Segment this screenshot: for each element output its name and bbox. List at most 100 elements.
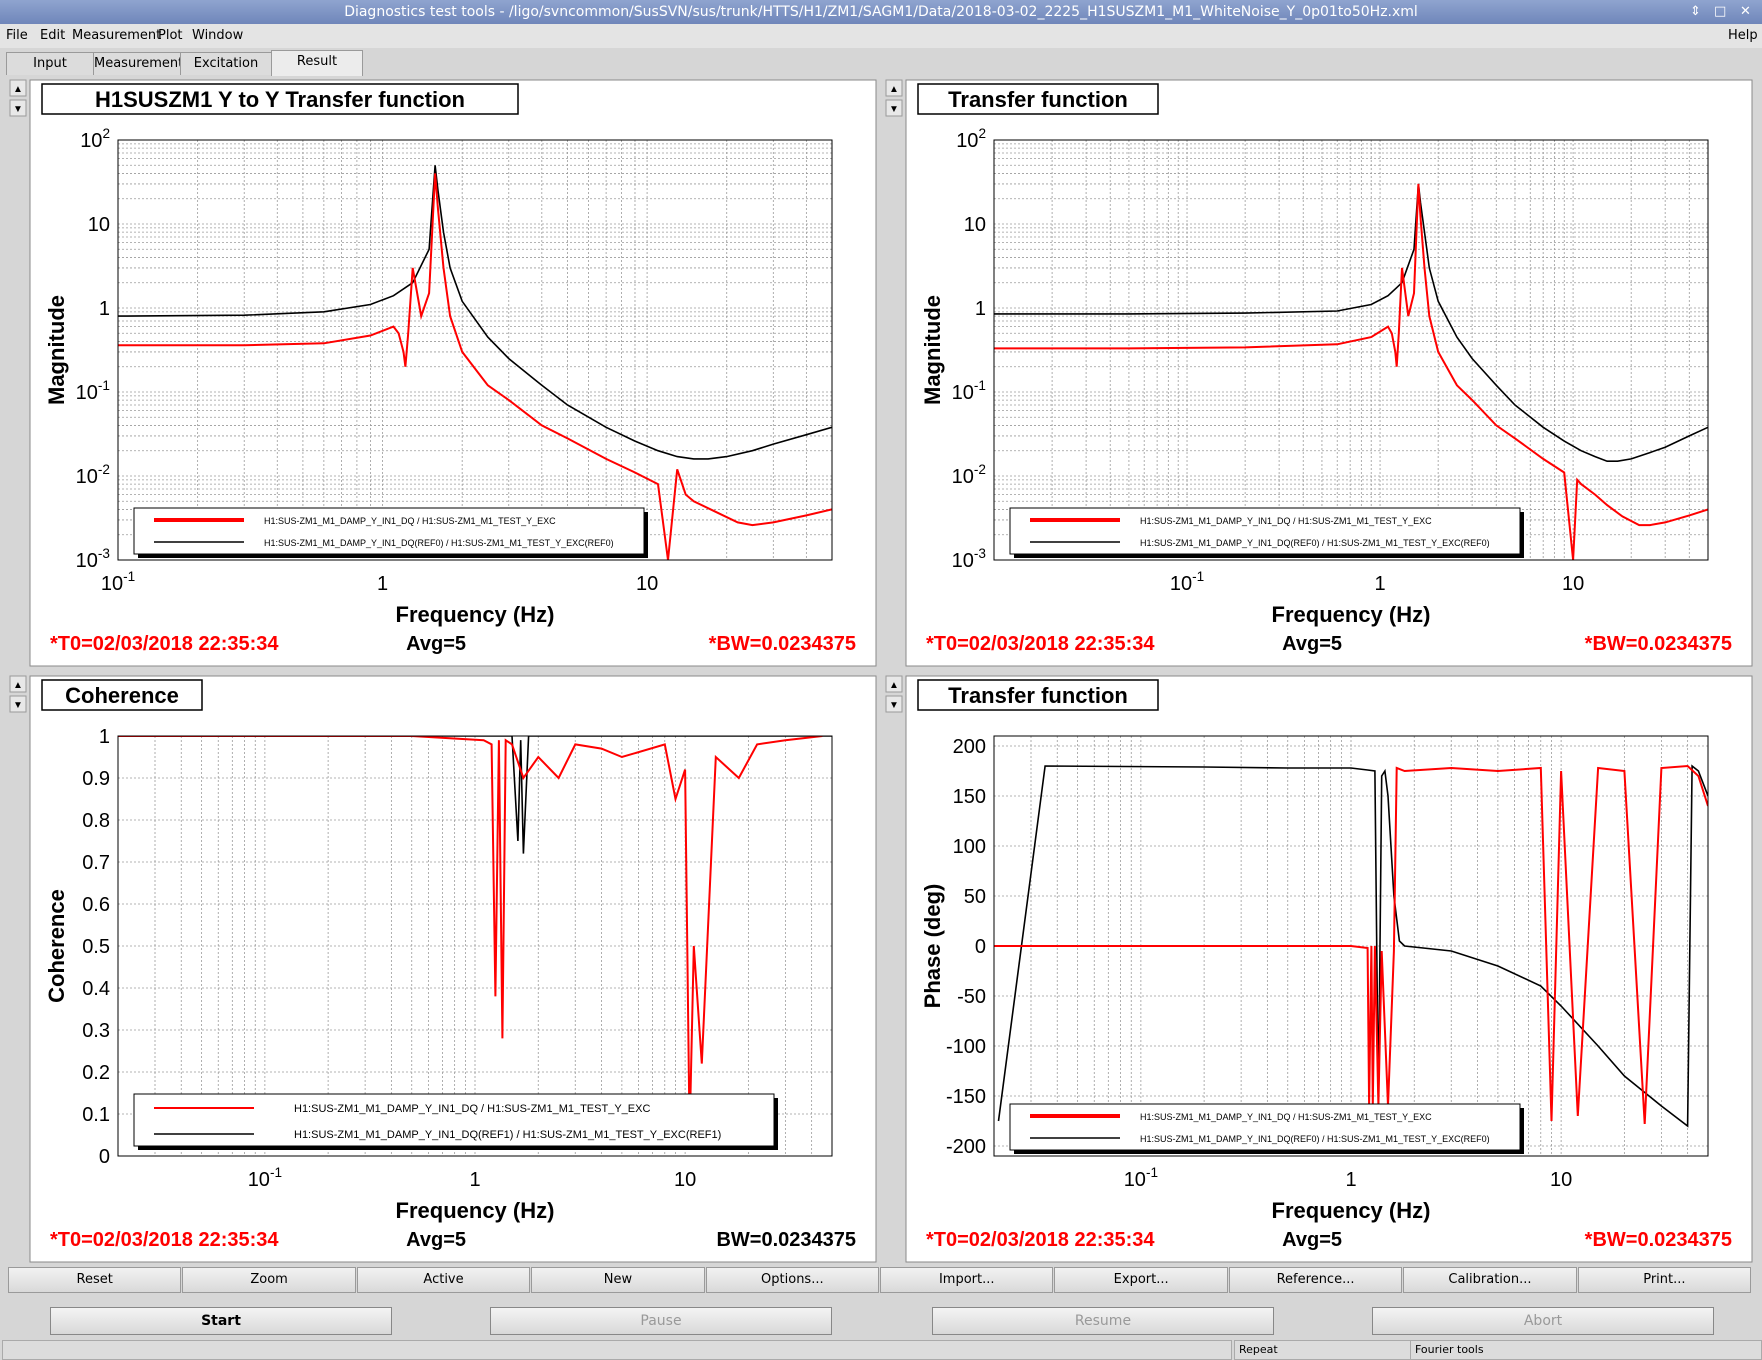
x-axis-label: Frequency (Hz) — [1272, 602, 1431, 627]
x-tick-label: 10-1 — [1124, 1165, 1158, 1191]
y-tick-label: 1 — [99, 726, 110, 748]
y-tick-label: 10 — [88, 214, 110, 236]
menu-window[interactable]: Window — [192, 28, 244, 43]
legend-entry: H1:SUS-ZM1_M1_DAMP_Y_IN1_DQ(REF0) / H1:S… — [1140, 538, 1490, 548]
series-reference-line — [118, 165, 832, 460]
tab-input[interactable]: Input — [6, 52, 94, 75]
plot-legend: H1:SUS-ZM1_M1_DAMP_Y_IN1_DQ / H1:SUS-ZM1… — [1009, 1103, 1524, 1154]
series-measured-line — [994, 764, 1708, 1125]
arrow-down-icon: ▼ — [13, 700, 23, 711]
start-button[interactable]: Start — [50, 1307, 392, 1335]
arrow-up-icon: ▲ — [13, 84, 23, 95]
plot-pad — [29, 675, 877, 1263]
plot-title: Transfer function — [948, 683, 1128, 708]
menu-plot[interactable]: Plot — [158, 28, 183, 43]
pause-button[interactable]: Pause — [490, 1307, 832, 1335]
calibration-button[interactable]: Calibration... — [1403, 1267, 1577, 1293]
menu-help[interactable]: Help — [1728, 28, 1758, 43]
plot-pad — [905, 79, 1753, 667]
active-button[interactable]: Active — [356, 1267, 531, 1293]
y-tick-label: 0.7 — [82, 852, 110, 874]
plot-pad — [905, 675, 1753, 1263]
x-tick-label: 10-1 — [1170, 569, 1204, 595]
legend-entry: H1:SUS-ZM1_M1_DAMP_Y_IN1_DQ / H1:SUS-ZM1… — [1140, 516, 1432, 526]
t0-label: *T0=02/03/2018 22:35:34 — [926, 633, 1155, 655]
bw-label: BW=0.0234375 — [716, 1229, 856, 1251]
legend-box — [133, 507, 645, 555]
plot-title: Coherence — [65, 683, 179, 708]
import-button[interactable]: Import... — [880, 1267, 1054, 1293]
bw-label: *BW=0.0234375 — [1585, 1229, 1732, 1251]
status-repeat: Repeat — [1234, 1340, 1412, 1360]
t0-label: *T0=02/03/2018 22:35:34 — [926, 1229, 1155, 1251]
x-tick-label: 10-1 — [101, 569, 135, 595]
legend-entry: H1:SUS-ZM1_M1_DAMP_Y_IN1_DQ / H1:SUS-ZM1… — [294, 1103, 650, 1115]
y-tick-label: 0.6 — [82, 894, 110, 916]
x-axis-label: Frequency (Hz) — [396, 1198, 555, 1223]
window-close-icon[interactable]: ✕ — [1740, 4, 1751, 19]
y-tick-label: 0.9 — [82, 768, 110, 790]
reference-button[interactable]: Reference... — [1228, 1267, 1403, 1293]
y-tick-label: 10-3 — [76, 546, 110, 572]
y-tick-label: 10 — [964, 214, 986, 236]
bw-label: *BW=0.0234375 — [709, 633, 856, 655]
menu-edit[interactable]: Edit — [40, 28, 66, 43]
window-shade-icon[interactable]: ⇕ — [1690, 4, 1701, 19]
y-tick-label: 0.4 — [82, 978, 110, 1000]
new-button[interactable]: New — [531, 1267, 705, 1293]
y-tick-label: 10-3 — [952, 546, 986, 572]
x-tick-label: 10 — [1550, 1169, 1572, 1191]
bw-label: *BW=0.0234375 — [1585, 633, 1732, 655]
y-tick-label: 102 — [956, 126, 986, 152]
menu-measurement[interactable]: Measurement — [72, 28, 162, 43]
arrow-up-icon: ▲ — [889, 84, 899, 95]
zoom-button[interactable]: Zoom — [182, 1267, 356, 1293]
series-reference-line — [118, 736, 832, 854]
y-axis-label: Magnitude — [44, 295, 69, 405]
arrow-down-icon: ▼ — [889, 104, 899, 115]
y-tick-label: 100 — [953, 836, 986, 858]
window-maximize-icon[interactable]: □ — [1714, 4, 1727, 19]
y-tick-label: -50 — [957, 986, 986, 1008]
tab-bar: Input Measurement Excitation Result — [0, 48, 1762, 76]
x-tick-label: 1 — [1345, 1169, 1356, 1191]
series-reference-line — [994, 183, 1708, 463]
scroll-down-button — [9, 695, 27, 713]
reset-button[interactable]: Reset — [8, 1267, 182, 1293]
avg-label: Avg=5 — [1282, 1229, 1342, 1251]
abort-button[interactable]: Abort — [1372, 1307, 1714, 1335]
arrow-down-icon: ▼ — [13, 104, 23, 115]
series-measured-line — [118, 173, 832, 560]
plot-title-box — [917, 679, 1159, 711]
arrow-up-icon: ▲ — [889, 680, 899, 691]
tab-measurement[interactable]: Measurement — [93, 52, 183, 75]
legend-entry: H1:SUS-ZM1_M1_DAMP_Y_IN1_DQ / H1:SUS-ZM1… — [1140, 1112, 1432, 1122]
tab-result[interactable]: Result — [271, 50, 363, 76]
series-reference-line — [997, 764, 1708, 1128]
plot-title-box — [917, 83, 1159, 115]
print-button[interactable]: Print... — [1577, 1267, 1752, 1293]
plot-frame — [993, 735, 1709, 1157]
legend-box — [133, 1093, 775, 1147]
legend-box — [1009, 1103, 1521, 1151]
scroll-up-button — [9, 79, 27, 97]
resume-button[interactable]: Resume — [932, 1307, 1274, 1335]
plot-panel: ▲ ▼ Transfer function 10-1 1 10 10-3 10-2 10-1 1 1… — [885, 79, 1753, 667]
plot-legend: H1:SUS-ZM1_M1_DAMP_Y_IN1_DQ / H1:SUS-ZM1… — [1009, 507, 1524, 558]
scroll-down-button — [9, 99, 27, 117]
y-axis-label: Magnitude — [920, 295, 945, 405]
menu-file[interactable]: File — [6, 28, 28, 43]
y-axis-label: Coherence — [44, 889, 69, 1003]
options-button[interactable]: Options... — [705, 1267, 880, 1293]
x-tick-label: 10-1 — [248, 1165, 282, 1191]
x-axis-label: Frequency (Hz) — [1272, 1198, 1431, 1223]
tab-excitation[interactable]: Excitation — [180, 52, 272, 75]
plot-pad — [29, 79, 877, 667]
plot-legend: H1:SUS-ZM1_M1_DAMP_Y_IN1_DQ / H1:SUS-ZM1… — [133, 507, 648, 558]
plot-title: H1SUSZM1 Y to Y Transfer function — [95, 87, 465, 112]
plot-title: Transfer function — [948, 87, 1128, 112]
export-button[interactable]: Export... — [1054, 1267, 1228, 1293]
series-measured-line — [994, 183, 1708, 560]
